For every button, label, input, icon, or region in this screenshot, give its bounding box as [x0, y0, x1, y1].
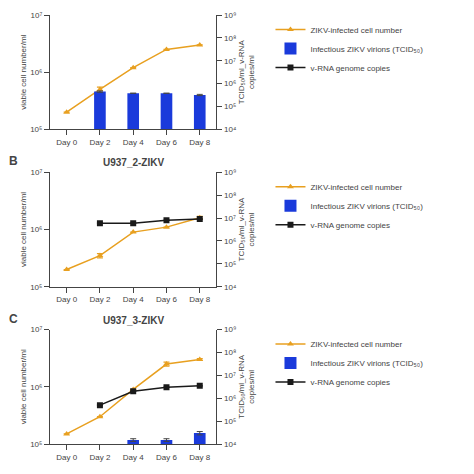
svg-text:10⁹: 10⁹: [224, 325, 236, 334]
svg-text:10⁸: 10⁸: [224, 348, 236, 357]
svg-text:10⁵: 10⁵: [224, 417, 236, 426]
svg-text:Infectious ZIKV virions (TCID₅: Infectious ZIKV virions (TCID₅₀): [310, 359, 423, 368]
svg-text:10⁶: 10⁶: [30, 383, 42, 392]
svg-text:10⁷: 10⁷: [31, 168, 43, 177]
svg-text:10⁴: 10⁴: [224, 283, 237, 292]
svg-text:10⁵: 10⁵: [30, 283, 42, 292]
svg-text:ZIKV-infected cell number: ZIKV-infected cell number: [310, 340, 402, 349]
svg-text:Day 4: Day 4: [123, 295, 144, 304]
svg-text:U937_2-ZIKV: U937_2-ZIKV: [103, 157, 164, 168]
svg-text:Infectious ZIKV virions (TCID₅: Infectious ZIKV virions (TCID₅₀): [310, 202, 423, 211]
svg-text:Day 2: Day 2: [89, 138, 110, 147]
svg-text:ZIKV-infected cell number: ZIKV-infected cell number: [310, 183, 402, 192]
svg-text:C: C: [9, 312, 18, 326]
svg-text:10⁶: 10⁶: [30, 68, 42, 77]
svg-text:TCID₅₀/ml_v-RNAcopies/ml: TCID₅₀/ml_v-RNAcopies/ml: [237, 197, 256, 262]
svg-text:viable cell number/ml: viable cell number/ml: [19, 34, 28, 109]
svg-text:10⁴: 10⁴: [224, 125, 237, 134]
svg-text:Day 6: Day 6: [156, 295, 177, 304]
svg-text:10⁴: 10⁴: [224, 440, 237, 449]
svg-text:10⁷: 10⁷: [224, 57, 236, 66]
svg-text:Day 4: Day 4: [123, 138, 144, 147]
svg-text:10⁵: 10⁵: [224, 102, 236, 111]
svg-text:10⁷: 10⁷: [31, 325, 43, 334]
svg-text:U937_3-ZIKV: U937_3-ZIKV: [103, 315, 164, 326]
svg-text:10⁵: 10⁵: [30, 440, 42, 449]
svg-text:10⁶: 10⁶: [224, 79, 236, 88]
svg-text:B: B: [9, 154, 18, 168]
svg-text:v-RNA genome copies: v-RNA genome copies: [310, 378, 390, 387]
svg-text:10⁸: 10⁸: [224, 34, 236, 43]
svg-text:10⁵: 10⁵: [224, 260, 236, 269]
svg-text:Day 0: Day 0: [56, 295, 77, 304]
svg-text:Day 0: Day 0: [56, 453, 77, 462]
svg-text:10⁶: 10⁶: [30, 225, 42, 234]
svg-text:viable cell number/ml: viable cell number/ml: [19, 349, 28, 424]
svg-text:Day 8: Day 8: [189, 138, 210, 147]
svg-text:10⁶: 10⁶: [224, 394, 236, 403]
svg-text:10⁹: 10⁹: [224, 11, 236, 20]
svg-text:v-RNA genome copies: v-RNA genome copies: [310, 64, 390, 73]
svg-text:Day 6: Day 6: [156, 453, 177, 462]
svg-text:10⁷: 10⁷: [224, 214, 236, 223]
svg-text:v-RNA genome copies: v-RNA genome copies: [310, 221, 390, 230]
svg-text:Day 4: Day 4: [123, 453, 144, 462]
svg-text:10⁷: 10⁷: [31, 11, 43, 20]
svg-text:Day 0: Day 0: [56, 138, 77, 147]
svg-text:Day 6: Day 6: [156, 138, 177, 147]
svg-text:Day 2: Day 2: [89, 453, 110, 462]
svg-text:10⁶: 10⁶: [224, 237, 236, 246]
svg-text:Infectious ZIKV virions (TCID₅: Infectious ZIKV virions (TCID₅₀): [310, 45, 423, 54]
svg-text:Day 8: Day 8: [189, 295, 210, 304]
svg-text:Day 8: Day 8: [189, 453, 210, 462]
svg-text:10⁸: 10⁸: [224, 191, 236, 200]
svg-text:10⁵: 10⁵: [30, 125, 42, 134]
svg-text:Day 2: Day 2: [89, 295, 110, 304]
svg-text:viable cell number/ml: viable cell number/ml: [19, 192, 28, 267]
svg-text:TCID₅₀/ml_v-RNAcopies/ml: TCID₅₀/ml_v-RNAcopies/ml: [237, 354, 256, 419]
svg-text:TCID₅₀/ml_v-RNAcopies/ml: TCID₅₀/ml_v-RNAcopies/ml: [237, 40, 256, 105]
svg-text:10⁹: 10⁹: [224, 168, 236, 177]
svg-text:ZIKV-infected cell number: ZIKV-infected cell number: [310, 26, 402, 35]
svg-text:10⁷: 10⁷: [224, 371, 236, 380]
